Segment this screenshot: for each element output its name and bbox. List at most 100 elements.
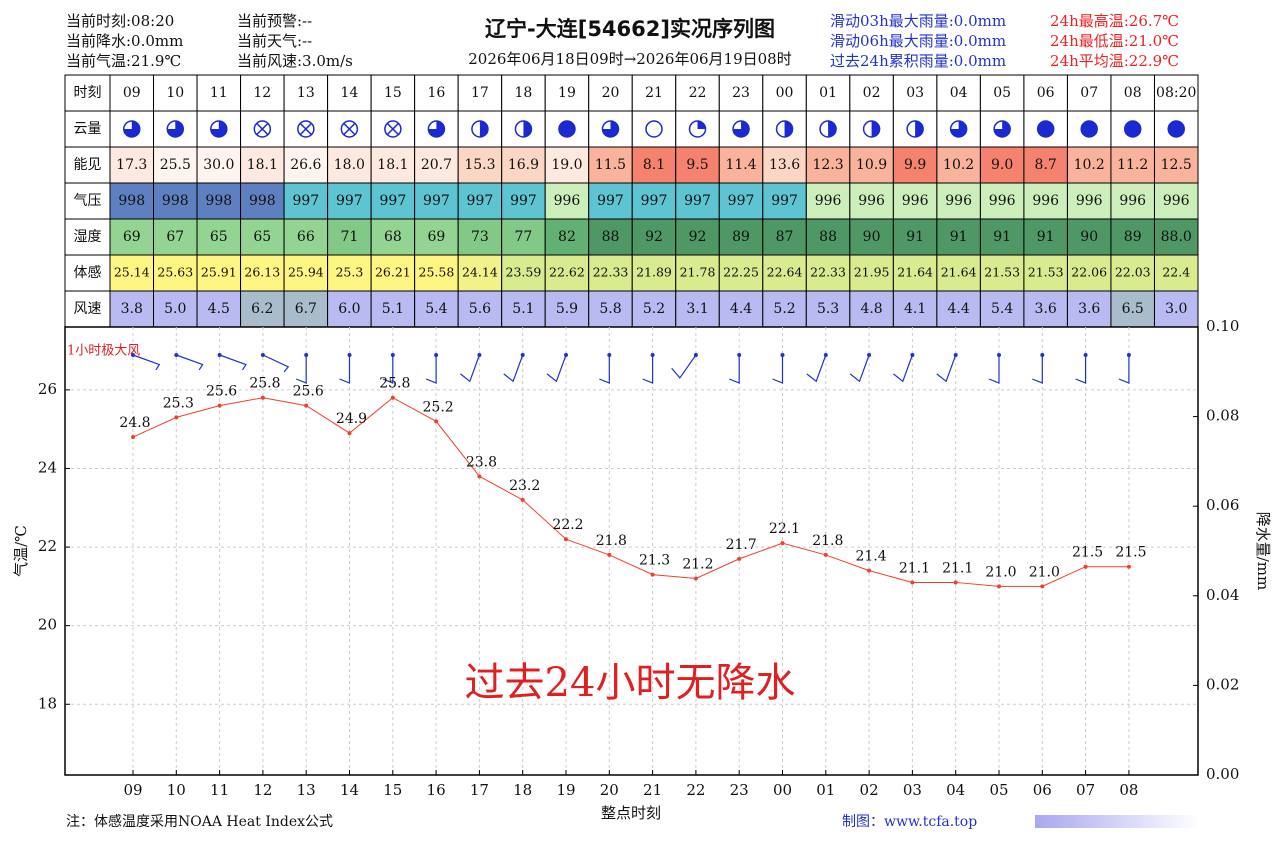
cell — [849, 182, 894, 220]
wind-barb — [460, 354, 480, 383]
cell — [153, 182, 198, 220]
wind-dot — [174, 353, 179, 357]
cell-text: 91 — [906, 229, 924, 245]
cell-text: 5.2 — [773, 301, 795, 317]
cell-text: 19.0 — [551, 157, 582, 173]
cell — [979, 290, 1025, 328]
row-label-cell — [64, 182, 111, 220]
temp-point — [174, 415, 179, 420]
cell — [762, 254, 807, 292]
cell — [1023, 74, 1068, 112]
temp-point — [780, 541, 785, 546]
cell — [414, 218, 459, 256]
cell-text: 30.0 — [203, 157, 234, 173]
x-tick-label: 19 — [556, 781, 575, 799]
footer-credit: 制图：www.tcfa.top — [842, 814, 977, 830]
temp-point — [1040, 584, 1045, 589]
cell-text: 05 — [993, 85, 1011, 101]
cell-text: 25.58 — [419, 265, 455, 280]
header-text: 过去24h累积雨量:0.0mm — [830, 52, 1006, 70]
cell-text: 996 — [1076, 193, 1103, 209]
wind-dot — [607, 353, 612, 357]
header-text: 滑动06h最大雨量:0.0mm — [830, 32, 1006, 50]
cell-text: 6.2 — [251, 301, 273, 317]
cloud-fill — [784, 121, 793, 137]
cell-text: 12.3 — [812, 157, 843, 173]
y2-tick-label: 0.02 — [1206, 675, 1239, 693]
wind-barb — [176, 354, 204, 371]
cell-text: 90 — [1080, 229, 1098, 245]
cell-text: 11 — [210, 85, 228, 101]
value-label: 21.8 — [596, 533, 627, 549]
cell-text: 12 — [253, 85, 271, 101]
cell-text: 91 — [950, 229, 968, 245]
wind-dot — [823, 353, 828, 357]
cell-text: 17 — [471, 85, 489, 101]
cell-text: 25.14 — [114, 265, 150, 280]
value-label: 25.2 — [423, 399, 454, 415]
header-text: 滑动03h最大雨量:0.0mm — [830, 12, 1006, 30]
temp-point — [434, 419, 439, 424]
cell-text: 88 — [602, 229, 620, 245]
cell — [936, 254, 981, 292]
cell-text: 25.63 — [157, 265, 193, 280]
cell-text: 997 — [292, 193, 319, 209]
cell — [805, 74, 851, 112]
row-label: 湿度 — [74, 229, 102, 245]
cloud-fill — [697, 121, 706, 129]
cell-text: 22.03 — [1115, 265, 1151, 280]
temp-point — [997, 584, 1001, 589]
temp-point — [1126, 564, 1131, 569]
cell-text: 67 — [166, 229, 184, 245]
wind-barb — [936, 354, 957, 383]
cell-text: 9.9 — [904, 157, 926, 173]
wind-dot — [1083, 353, 1088, 357]
cell-text: 08:20 — [1156, 85, 1196, 101]
cell-text: 996 — [902, 193, 929, 209]
cell — [631, 146, 677, 184]
cell-text: 89 — [1124, 229, 1142, 245]
cell-text: 68 — [384, 229, 402, 245]
x-tick-label: 00 — [773, 781, 792, 799]
cell-text: 19 — [558, 85, 576, 101]
cell-text: 04 — [950, 85, 968, 101]
cell-text: 26.6 — [290, 157, 321, 173]
wind-dot — [1040, 353, 1045, 357]
cell-text: 25.91 — [201, 265, 237, 280]
value-label: 21.3 — [639, 553, 670, 569]
temp-point — [953, 580, 958, 585]
temp-line — [132, 397, 1129, 587]
temp-point — [564, 537, 568, 542]
value-label: 21.2 — [682, 557, 713, 573]
temp-point — [693, 576, 698, 581]
cell — [588, 254, 633, 292]
cell-text: 26.13 — [244, 265, 280, 280]
row-label: 时刻 — [74, 85, 102, 101]
x-tick-label: 04 — [946, 781, 965, 799]
cell — [631, 218, 677, 256]
cell-text: 13.6 — [769, 157, 800, 173]
cell — [414, 290, 459, 328]
value-label: 21.1 — [942, 560, 973, 576]
wind-dot — [347, 353, 352, 357]
cloud-fill — [733, 121, 750, 137]
cloud-icon — [645, 120, 663, 138]
cell — [544, 290, 590, 328]
cell-text: 9.5 — [686, 157, 708, 173]
cell — [1153, 254, 1199, 292]
cell — [327, 182, 372, 220]
cell-text: 997 — [684, 193, 711, 209]
cell-text: 07 — [1080, 85, 1098, 101]
x-tick-label: 03 — [903, 781, 922, 799]
cell-text: 996 — [554, 193, 581, 209]
value-label: 23.2 — [509, 478, 540, 494]
cell — [631, 74, 677, 112]
value-label: 21.7 — [726, 537, 757, 553]
cloud-fill — [828, 121, 837, 137]
cell-text: 3.6 — [1035, 301, 1057, 317]
cell — [805, 218, 851, 256]
wind-barb — [728, 355, 740, 384]
cell — [109, 182, 155, 220]
cell — [501, 146, 546, 184]
